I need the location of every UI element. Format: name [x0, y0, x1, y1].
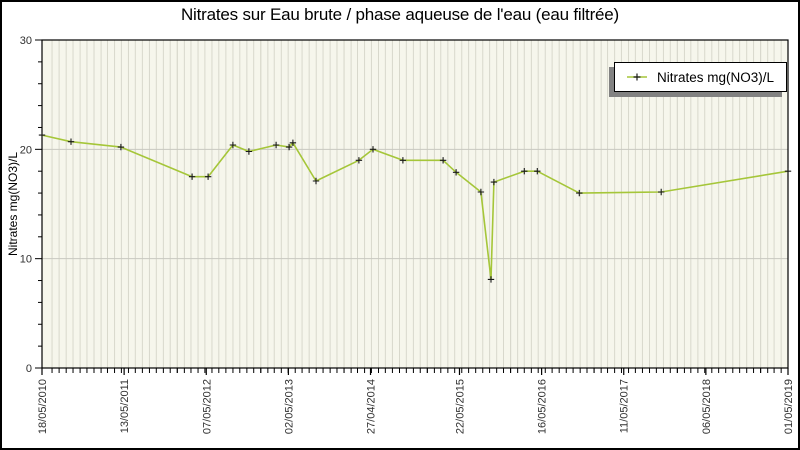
data-point-marker [245, 148, 253, 155]
x-tick-label: 18/05/2010 [37, 379, 49, 434]
x-tick-label: 11/05/2017 [619, 379, 631, 433]
data-point-marker [576, 189, 583, 197]
x-tick-label: 06/05/2018 [701, 379, 713, 434]
data-point-marker [399, 157, 407, 164]
data-point-marker [477, 188, 485, 196]
y-tick-label: 0 [26, 363, 32, 375]
legend-marker-icon [626, 73, 647, 81]
y-tick-label: 30 [20, 35, 32, 47]
plot-frame [41, 39, 789, 369]
data-point-marker [289, 139, 297, 146]
data-point-marker [487, 276, 495, 283]
data-point-marker [312, 177, 320, 185]
data-point-marker [188, 173, 196, 180]
data-point-marker [117, 143, 125, 151]
data-point-marker [272, 141, 280, 149]
y-tick-label: 20 [20, 144, 32, 156]
data-point-marker [38, 131, 46, 139]
data-point-marker [784, 168, 792, 175]
data-point-marker [229, 141, 237, 149]
data-point-marker [521, 168, 528, 175]
x-tick-label: 02/05/2013 [283, 379, 295, 434]
data-point-marker [439, 157, 447, 164]
data-point-marker [452, 169, 460, 176]
x-tick-label: 01/05/2019 [783, 379, 795, 434]
x-tick-label: 07/05/2012 [201, 379, 213, 434]
data-point-marker [355, 157, 363, 164]
data-point-marker [658, 188, 665, 196]
legend-label: Nitrates mg(NO3)/L [656, 69, 774, 85]
data-point-marker [67, 138, 75, 145]
x-tick-label: 16/05/2016 [537, 379, 549, 434]
legend: Nitrates mg(NO3)/L [613, 62, 787, 92]
y-tick-label: 10 [20, 254, 32, 266]
x-tick-label: 22/05/2015 [454, 379, 466, 434]
y-axis-label: Nitrates mg(NO3)/L [6, 151, 20, 257]
data-point-marker [534, 168, 541, 175]
x-tick-label: 13/05/2011 [119, 379, 131, 433]
data-point-marker [369, 146, 377, 153]
data-point-marker [285, 143, 293, 151]
chart-title: Nitrates sur Eau brute / phase aqueuse d… [180, 5, 620, 24]
data-point-marker [204, 173, 212, 180]
data-point-marker [490, 178, 498, 186]
x-tick-label: 27/04/2014 [366, 379, 378, 434]
